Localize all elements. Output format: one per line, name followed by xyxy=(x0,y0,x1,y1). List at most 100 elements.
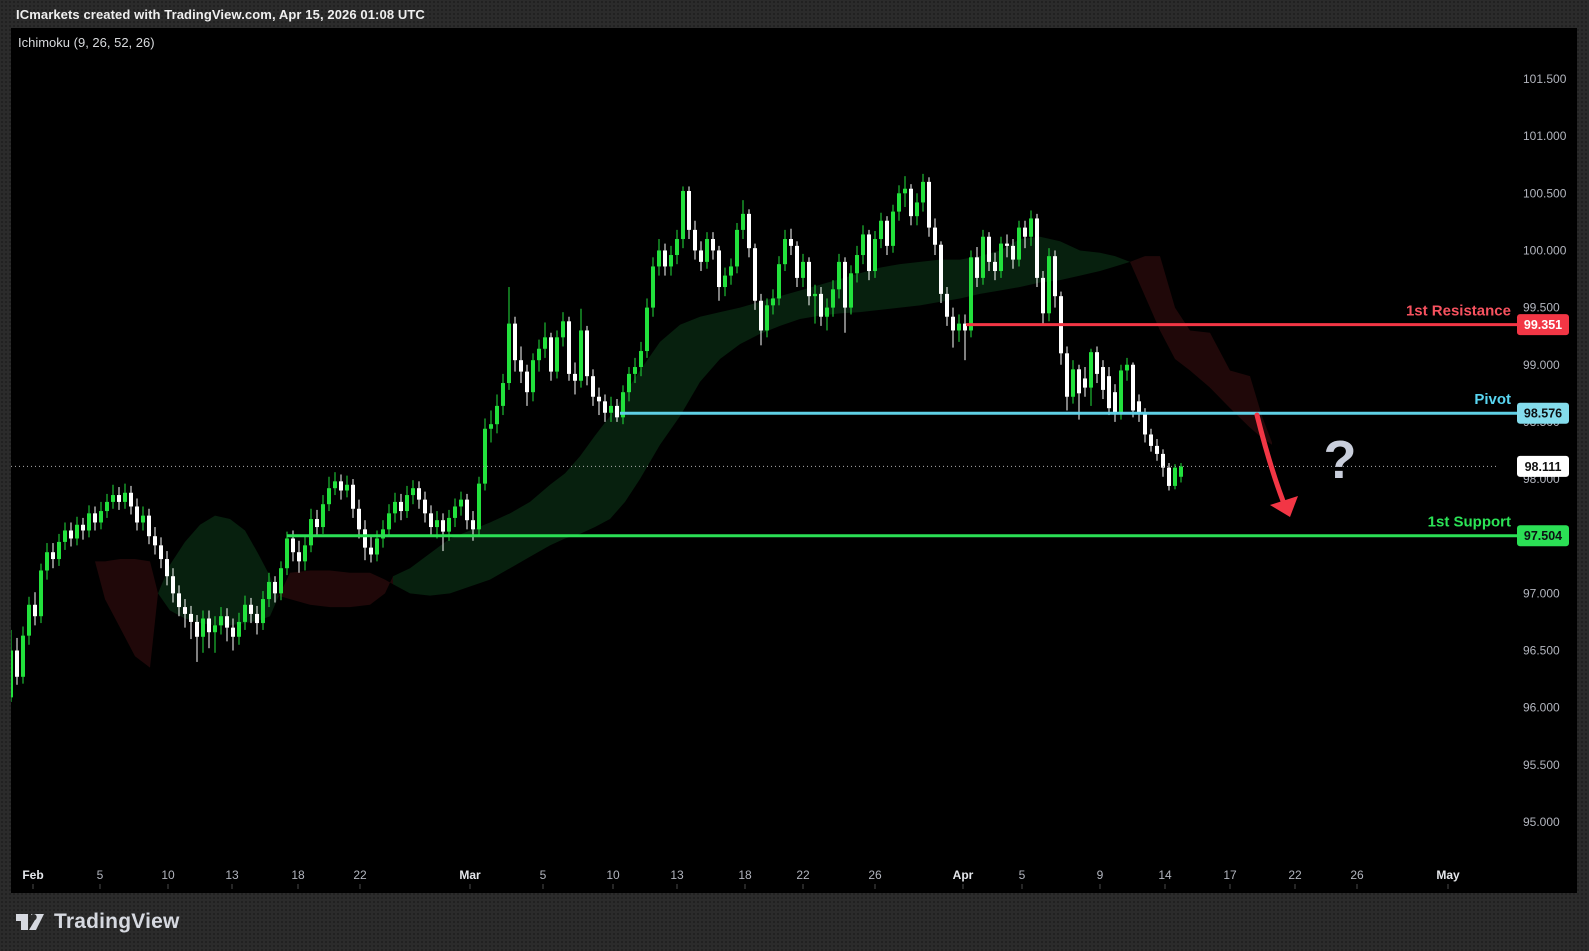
candle-down xyxy=(117,495,121,502)
candle-down xyxy=(963,323,967,331)
projection-arrow-head-icon[interactable] xyxy=(1270,496,1298,517)
time-axis-label[interactable]: 22 xyxy=(353,868,367,882)
ichimoku-cloud-bear-segment xyxy=(1230,370,1250,428)
candle-down xyxy=(1077,369,1081,394)
candle-down xyxy=(987,236,991,262)
candle-down xyxy=(603,401,607,413)
price-axis-label[interactable]: 95.000 xyxy=(1523,815,1560,829)
ichimoku-cloud-bull-segment xyxy=(780,290,800,326)
price-axis-label[interactable]: 99.500 xyxy=(1523,301,1560,315)
candle-up xyxy=(321,504,325,528)
candle-up xyxy=(915,202,919,217)
candle-up xyxy=(561,321,565,338)
time-axis-label[interactable]: Feb xyxy=(22,868,43,882)
candle-up xyxy=(921,181,925,203)
tradingview-brand-text[interactable]: TradingView xyxy=(54,910,180,933)
time-axis-label[interactable]: 17 xyxy=(1223,868,1237,882)
level-label-1st-support[interactable]: 1st Support xyxy=(1428,514,1511,531)
ichimoku-cloud-bear-segment xyxy=(310,570,330,608)
price-axis-label[interactable]: 99.000 xyxy=(1523,358,1560,372)
time-axis-label[interactable]: 18 xyxy=(291,868,305,882)
ichimoku-cloud-bull-segment xyxy=(410,553,430,596)
ichimoku-cloud-bear-segment xyxy=(135,559,150,668)
time-axis-label[interactable]: 5 xyxy=(540,868,547,882)
chart-area[interactable]: Ichimoku (9, 26, 52, 26) 1st Resistance P… xyxy=(11,28,1577,893)
candle-up xyxy=(105,501,109,512)
price-badge-1st-resistance xyxy=(1517,314,1569,336)
ichimoku-cloud-bull-segment xyxy=(900,261,920,308)
candle-up xyxy=(771,298,775,306)
time-axis-label[interactable]: 26 xyxy=(1350,868,1364,882)
candle-down xyxy=(885,220,889,246)
candle-up xyxy=(999,243,1003,272)
candle-down xyxy=(807,261,811,297)
time-axis-label[interactable]: 10 xyxy=(606,868,620,882)
time-axis-label[interactable]: 18 xyxy=(738,868,752,882)
candle-down xyxy=(927,181,931,228)
ichimoku-cloud-bull-segment xyxy=(680,316,700,417)
candle-up xyxy=(435,520,439,528)
indicator-label[interactable]: Ichimoku (9, 26, 52, 26) xyxy=(18,35,155,50)
candle-down xyxy=(549,337,553,372)
time-axis-label[interactable]: 22 xyxy=(1288,868,1302,882)
ichimoku-cloud-bull-segment xyxy=(1115,256,1130,267)
candle-up xyxy=(261,599,265,624)
candle-up xyxy=(783,239,787,265)
time-axis-label[interactable]: 26 xyxy=(868,868,882,882)
question-mark-annotation[interactable]: ? xyxy=(1324,430,1357,490)
price-axis-label[interactable]: 100.500 xyxy=(1523,186,1567,200)
price-badge-current xyxy=(1517,455,1569,477)
time-axis-label[interactable]: 13 xyxy=(225,868,239,882)
time-axis-label[interactable]: May xyxy=(1436,868,1460,882)
time-axis-label[interactable]: 9 xyxy=(1097,868,1104,882)
price-axis-label[interactable]: 100.000 xyxy=(1523,243,1567,257)
ichimoku-cloud-bear-segment xyxy=(150,561,158,668)
ichimoku-cloud-bear-segment xyxy=(95,561,105,600)
time-axis-label[interactable]: 14 xyxy=(1158,868,1172,882)
candle-down xyxy=(711,239,715,251)
ichimoku-cloud-bear-segment xyxy=(105,559,120,628)
price-axis-label[interactable]: 97.000 xyxy=(1523,586,1560,600)
time-axis-label[interactable]: 13 xyxy=(670,868,684,882)
candle-down xyxy=(189,613,193,622)
candle-down xyxy=(819,293,823,317)
time-axis-label[interactable]: Mar xyxy=(459,868,481,882)
candle-wick xyxy=(196,615,198,662)
price-axis-label[interactable]: 101.500 xyxy=(1523,72,1567,86)
time-axis-label[interactable]: Apr xyxy=(953,868,974,882)
price-axis-label[interactable]: 95.500 xyxy=(1523,758,1560,772)
time-axis-label[interactable]: 5 xyxy=(1019,868,1026,882)
candle-down xyxy=(1113,392,1117,414)
level-label-pivot[interactable]: Pivot xyxy=(1474,391,1511,408)
candle-up xyxy=(201,618,205,637)
candle-up xyxy=(657,250,661,267)
price-axis-label[interactable]: 101.000 xyxy=(1523,129,1567,143)
candle-up xyxy=(489,424,493,429)
candle-up xyxy=(39,570,43,617)
candle-down xyxy=(177,593,181,608)
candle-down xyxy=(1107,376,1111,409)
candle-down xyxy=(1005,243,1009,246)
time-axis-label[interactable]: 22 xyxy=(796,868,810,882)
time-axis-label[interactable]: 5 xyxy=(97,868,104,882)
price-chart[interactable]: 1st Resistance Pivot 1st Support? 101.500 10… xyxy=(11,28,1577,893)
candle-wick xyxy=(964,314,966,361)
ichimoku-cloud-bear-segment xyxy=(330,570,350,608)
candle-up xyxy=(141,515,145,523)
price-axis-label[interactable]: 96.500 xyxy=(1523,644,1560,658)
candle-up xyxy=(1047,256,1051,314)
candle-up xyxy=(873,239,877,272)
candle-down xyxy=(1143,413,1147,435)
level-label-1st-resistance[interactable]: 1st Resistance xyxy=(1406,303,1511,320)
price-axis-label[interactable]: 96.000 xyxy=(1523,701,1560,715)
candle-up xyxy=(243,604,247,622)
time-axis-label[interactable]: 10 xyxy=(161,868,175,882)
candle-up xyxy=(729,266,733,276)
ichimoku-cloud-bull-segment xyxy=(450,530,470,594)
candle-down xyxy=(129,492,133,507)
tradingview-logo-icon[interactable] xyxy=(14,910,46,934)
candle-up xyxy=(75,524,79,539)
candle-up xyxy=(279,568,283,594)
ichimoku-cloud-bear-segment xyxy=(1145,256,1160,331)
projection-arrow-shaft[interactable] xyxy=(1254,412,1286,504)
